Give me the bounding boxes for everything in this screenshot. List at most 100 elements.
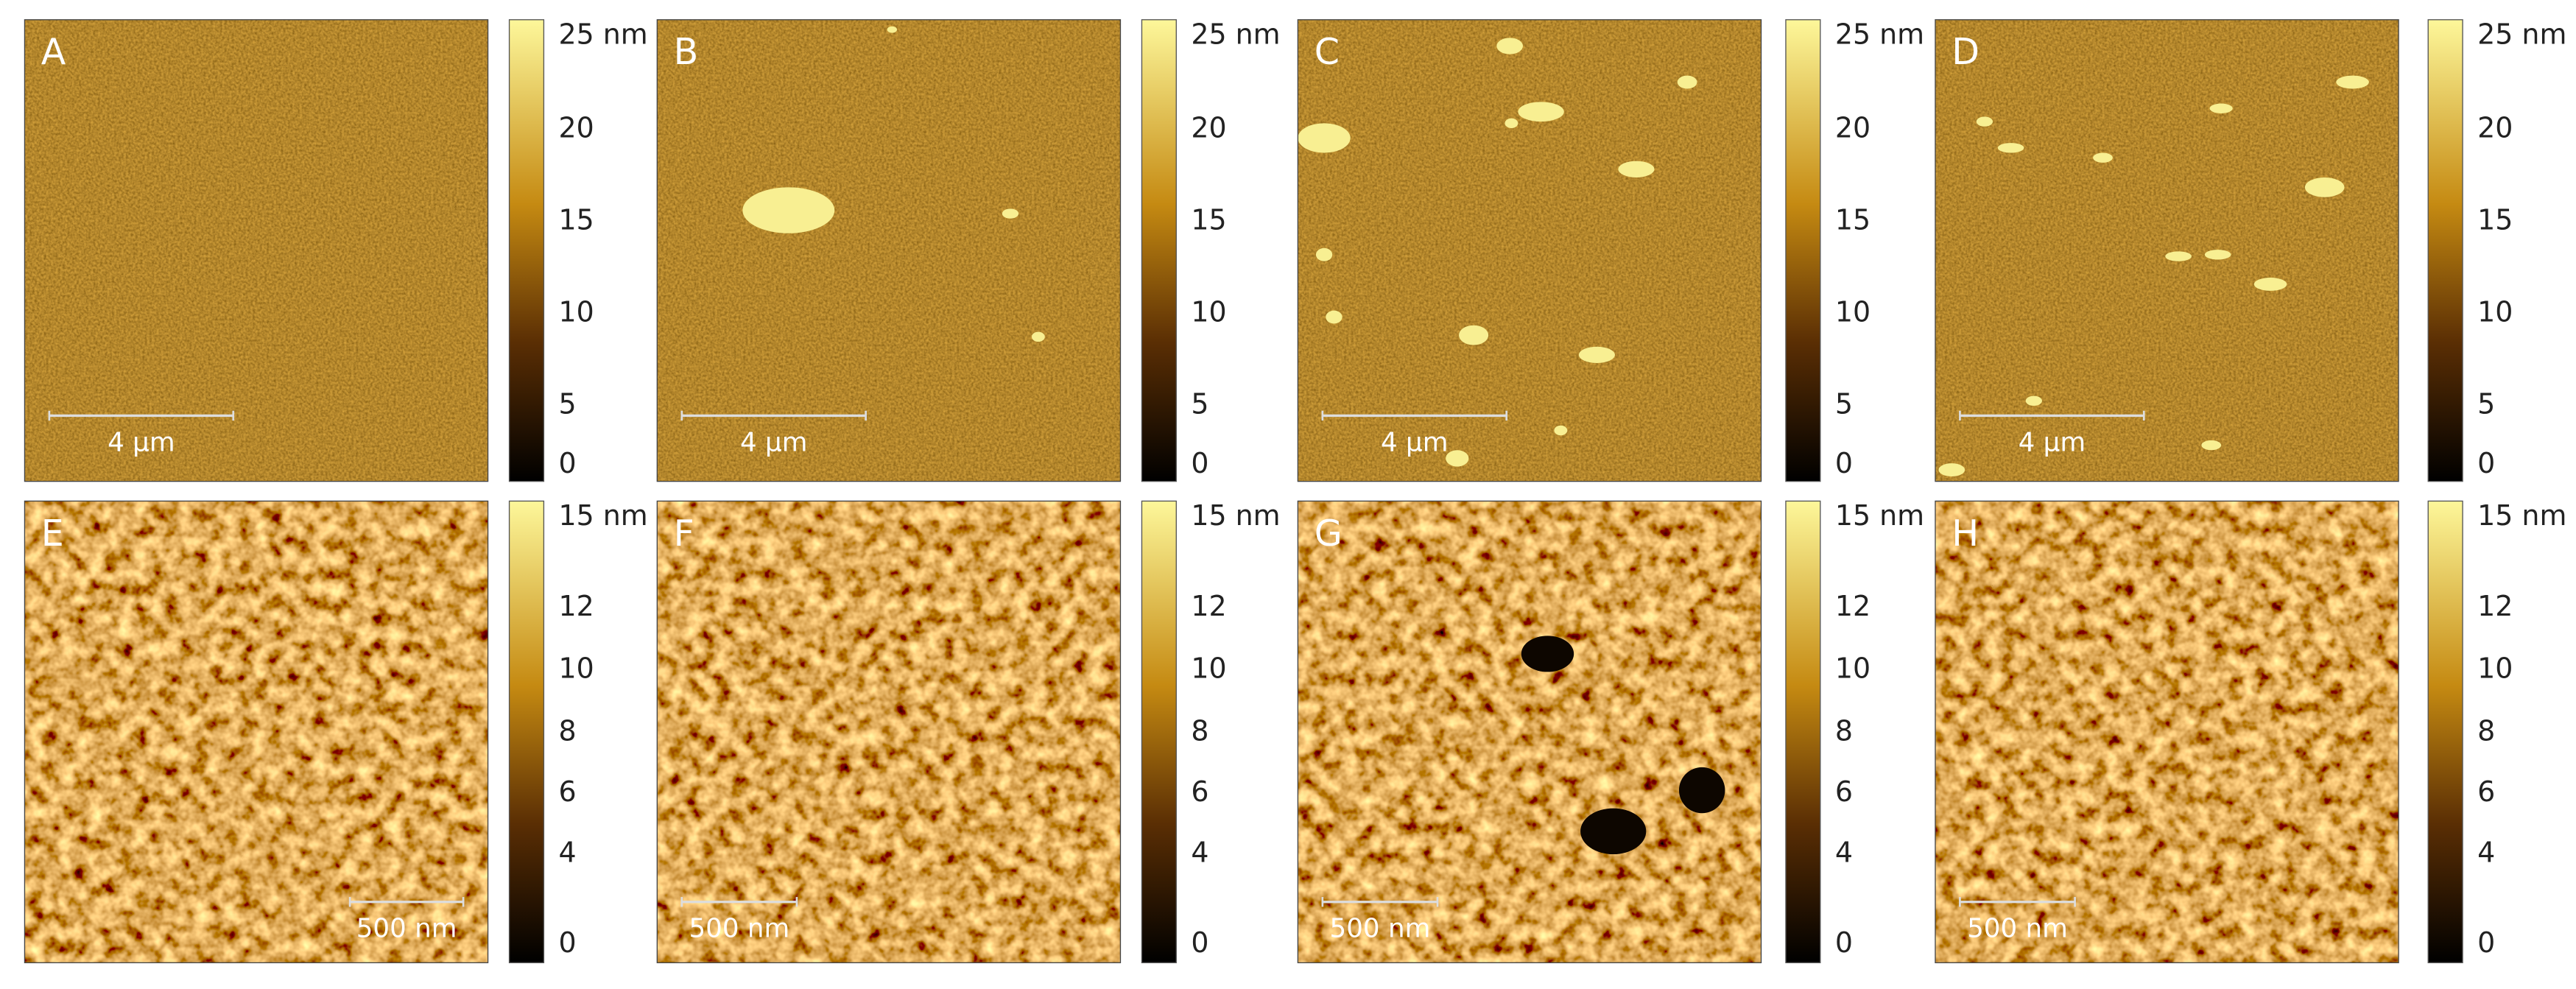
particle (887, 26, 898, 33)
colorbar-tick-label: 8 (2477, 714, 2495, 747)
particle (2025, 395, 2042, 406)
colorbar-tick-label: 25 nm (1191, 18, 1280, 51)
image-border (1297, 500, 1762, 963)
panel-label: A (41, 30, 66, 73)
colorbar-tick-label: 8 (1191, 714, 1208, 747)
panel-label: C (1315, 30, 1340, 73)
particle (1618, 161, 1655, 177)
colorbar (508, 19, 545, 482)
colorbar-tick-label: 6 (1191, 775, 1208, 808)
particle (2165, 251, 2192, 261)
colorbar-tick-label: 10 (1191, 296, 1226, 328)
colorbar-tick-label: 5 (1835, 388, 1853, 420)
colorbar-tick-label: 20 (1835, 112, 1871, 144)
scale-bar-label: 4 µm (2019, 427, 2086, 457)
afm-image (657, 19, 1121, 482)
particle (1315, 247, 1333, 261)
colorbar-tick-label: 10 (2477, 296, 2513, 328)
particle (1326, 310, 1342, 324)
particle (1446, 450, 1469, 467)
colorbar-tick-label: 15 (558, 204, 594, 236)
colorbar-tick-label: 10 (1835, 652, 1871, 685)
scale-bar-label: 500 nm (689, 914, 789, 944)
particle (2204, 250, 2231, 260)
colorbar-tick-label: 25 nm (558, 18, 647, 51)
panel-label: B (674, 30, 699, 73)
image-border (656, 500, 1122, 963)
colorbar-tick-label: 10 (558, 296, 594, 328)
colorbar-tick-label: 0 (1835, 447, 1853, 479)
afm-image (657, 501, 1121, 963)
particle (2209, 103, 2233, 113)
scale-bar-label: 500 nm (356, 914, 457, 944)
image-border (656, 19, 1122, 482)
colorbar (1141, 500, 1177, 963)
colorbar-tick-label: 8 (558, 714, 576, 747)
colorbar (508, 500, 545, 963)
colorbar-tick-label: 25 nm (1835, 18, 1924, 51)
pore (1521, 636, 1574, 672)
particle (2201, 440, 2222, 451)
colorbar (1141, 19, 1177, 482)
particle (742, 187, 835, 233)
colorbar (1785, 19, 1821, 482)
colorbar (2427, 500, 2463, 963)
colorbar-tick-label: 15 nm (2477, 499, 2566, 532)
colorbar-tick-label: 4 (558, 837, 576, 869)
colorbar-tick-label: 10 (2477, 652, 2513, 685)
colorbar-tick-label: 25 nm (2477, 18, 2566, 51)
colorbar-tick-label: 12 (2477, 590, 2513, 622)
particle (2093, 152, 2113, 163)
afm-image (1935, 19, 2399, 482)
scale-bar-label: 500 nm (1967, 914, 2068, 944)
colorbar-tick-label: 0 (558, 447, 576, 479)
colorbar-tick-label: 4 (2477, 837, 2495, 869)
particle (1002, 208, 1019, 219)
afm-image (24, 501, 488, 963)
colorbar-tick-label: 15 (1191, 204, 1226, 236)
panel-label: G (1315, 512, 1342, 555)
colorbar-tick-label: 15 (1835, 204, 1871, 236)
panel-label: F (674, 512, 694, 555)
pore (1580, 808, 1647, 855)
colorbar (1785, 500, 1821, 963)
colorbar-tick-label: 6 (558, 775, 576, 808)
colorbar-tick-label: 6 (1835, 775, 1853, 808)
colorbar-tick-label: 15 nm (1835, 499, 1924, 532)
colorbar-tick-label: 5 (2477, 388, 2495, 420)
colorbar-tick-label: 10 (1191, 652, 1226, 685)
particle (1677, 75, 1697, 89)
particle (1459, 325, 1489, 345)
particle (1518, 102, 1564, 122)
colorbar-tick-label: 5 (1191, 388, 1208, 420)
particle (2253, 278, 2287, 291)
afm-image (1298, 19, 1762, 482)
afm-image (24, 19, 488, 482)
colorbar-tick-label: 4 (1835, 837, 1853, 869)
particle (2304, 177, 2345, 197)
scale-bar-label: 4 µm (1381, 427, 1449, 457)
particle (1505, 118, 1518, 129)
colorbar-tick-label: 15 nm (558, 499, 647, 532)
particle (1554, 425, 1568, 436)
colorbar-tick-label: 10 (558, 652, 594, 685)
image-border (1297, 19, 1762, 482)
image-border (24, 19, 489, 482)
colorbar-tick-label: 15 nm (1191, 499, 1280, 532)
particle (1976, 116, 1993, 127)
colorbar-tick-label: 15 (2477, 204, 2513, 236)
particle (1031, 331, 1045, 342)
colorbar-tick-label: 0 (558, 926, 576, 959)
particle (1298, 123, 1351, 153)
scale-bar-label: 4 µm (740, 427, 808, 457)
particle (2336, 75, 2369, 89)
colorbar-tick-label: 4 (1191, 837, 1208, 869)
colorbar-tick-label: 20 (1191, 112, 1226, 144)
pore (1678, 767, 1725, 814)
panel-label: D (1952, 30, 1979, 73)
particle (1938, 463, 1966, 476)
image-border (1935, 19, 2399, 482)
colorbar-tick-label: 6 (2477, 775, 2495, 808)
particle (1578, 346, 1615, 364)
